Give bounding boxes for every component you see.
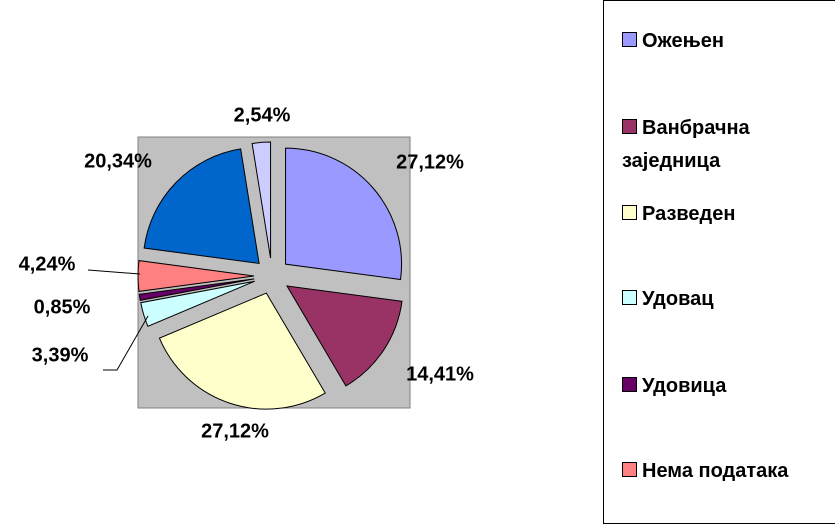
legend: Ожењен Ванбрачна заједница Разведен Удовац У…: [603, 0, 835, 524]
legend-label: Ванбрачна заједница: [622, 117, 750, 172]
data-label: 20,34%: [84, 150, 152, 172]
legend-entry: Нема података: [622, 455, 832, 488]
legend-swatch: [622, 205, 637, 220]
pie-slice: [286, 285, 403, 387]
legend-entry: Удовица: [622, 370, 832, 403]
data-label: 4,24%: [19, 253, 76, 275]
legend-label: Разведен: [642, 203, 736, 225]
data-label: 3,39%: [32, 344, 89, 366]
legend-label: Удовица: [642, 375, 727, 397]
pie-slice: [137, 260, 255, 292]
legend-swatch: [622, 377, 637, 392]
data-label: 14,41%: [406, 363, 474, 385]
data-label: 27,12%: [396, 151, 464, 173]
legend-entry: Удовац: [622, 283, 832, 316]
legend-label: Удовац: [642, 288, 714, 310]
leader-line: [87, 269, 141, 275]
pie-slice: [158, 292, 326, 410]
pie-slice: [251, 141, 272, 259]
legend-swatch: [622, 462, 637, 477]
pie-slice: [138, 278, 255, 301]
leader-line: [103, 315, 149, 371]
pie-slice: [143, 148, 260, 265]
legend-entry: Разведен: [622, 198, 832, 231]
legend-label: Нема података: [642, 460, 789, 482]
legend-swatch: [622, 119, 637, 134]
legend-entry: Ванбрачна заједница: [622, 112, 832, 178]
pie-chart: 27,12% 14,41% 27,12% 3,39% 0,85% 4,24% 20,34% 2…: [19, 104, 474, 442]
pie-slice: [285, 147, 403, 281]
pie-slice: [140, 280, 255, 327]
legend-swatch: [622, 290, 637, 305]
data-label: 27,12%: [201, 420, 269, 442]
legend-entry: Ожењен: [622, 25, 832, 58]
data-label: 2,54%: [234, 104, 291, 126]
legend-swatch: [622, 32, 637, 47]
data-label: 0,85%: [34, 296, 91, 318]
legend-label: Ожењен: [642, 30, 724, 52]
